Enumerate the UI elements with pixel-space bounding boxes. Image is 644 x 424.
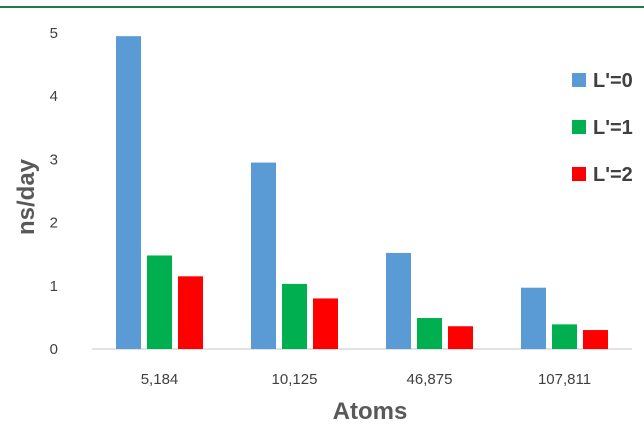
bar-l1-0	[147, 255, 172, 349]
bars-group	[116, 36, 608, 349]
bar-l1-1	[282, 283, 307, 349]
y-tick-label: 0	[50, 341, 58, 358]
legend: L'=0 L'=1 L'=2	[572, 70, 633, 186]
legend-swatch	[572, 73, 586, 87]
bar-l0-1	[251, 162, 276, 349]
x-tick-label: 46,875	[407, 371, 453, 388]
x-tick-label: 10,125	[272, 371, 318, 388]
x-axis-title: Atoms	[333, 398, 408, 424]
legend-label: L'=0	[593, 70, 633, 92]
y-tick-label: 5	[50, 25, 58, 42]
x-tick-label: 5,184	[141, 371, 179, 388]
bar-l1-2	[417, 318, 442, 349]
y-tick-label: 4	[50, 88, 58, 105]
legend-label: L'=1	[593, 117, 633, 139]
bar-l2-1	[313, 298, 338, 349]
bar-l2-0	[178, 276, 203, 349]
y-tick-label: 3	[50, 151, 58, 168]
bar-l0-3	[521, 287, 546, 349]
y-tick-label: 1	[50, 278, 58, 295]
legend-swatch	[572, 120, 586, 134]
x-tick-label: 107,811	[538, 371, 591, 388]
legend-label: L'=2	[593, 164, 633, 186]
x-axis-ticks: 5,184 10,125 46,875 107,811	[141, 371, 591, 388]
y-tick-label: 2	[50, 215, 58, 232]
bar-l2-3	[583, 330, 608, 349]
legend-swatch	[572, 167, 586, 181]
bar-l0-2	[386, 252, 411, 349]
bar-l1-3	[552, 324, 577, 349]
y-axis-title: ns/day	[13, 158, 40, 235]
bar-l0-0	[116, 36, 141, 349]
bar-l2-2	[448, 326, 473, 349]
y-axis-ticks: 0 1 2 3 4 5	[50, 25, 58, 358]
